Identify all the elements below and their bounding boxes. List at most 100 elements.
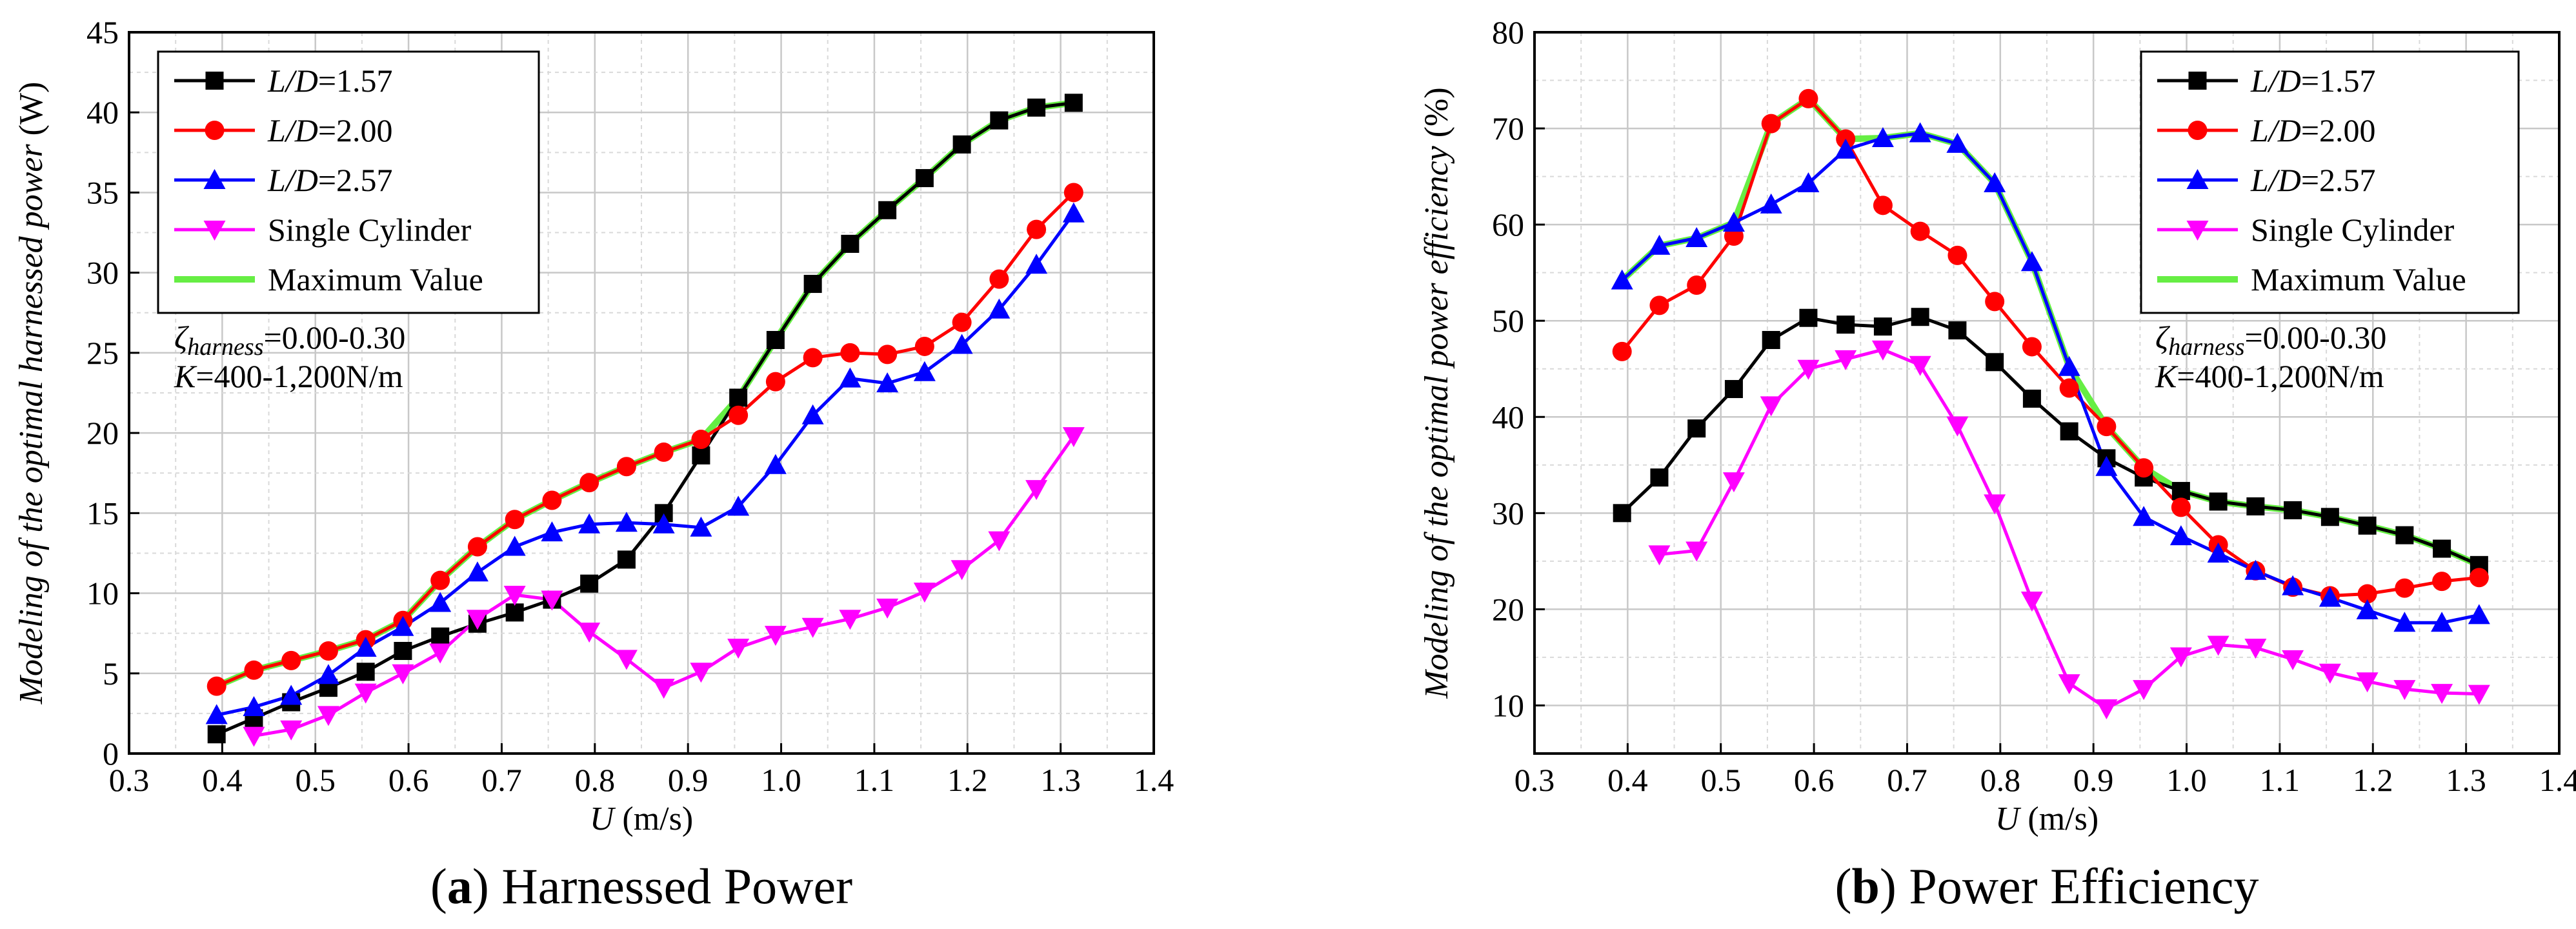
- panel-b-x-axis-label: U (m/s): [1995, 801, 2098, 837]
- data-point-l-d-2-00: [2097, 417, 2117, 437]
- data-point-l-d-2-00: [691, 430, 711, 450]
- data-point-l-d-1-57: [1687, 419, 1706, 438]
- data-point-single-cylinder: [839, 610, 861, 630]
- data-point-l-d-2-00: [1687, 275, 1707, 295]
- data-point-l-d-2-00: [579, 473, 599, 493]
- legend-marker: [205, 121, 225, 140]
- data-point-l-d-2-00: [616, 457, 636, 477]
- data-point-l-d-2-57: [1946, 132, 1969, 153]
- legend-label: Single Cylinder: [268, 212, 472, 248]
- panel-b-power-efficiency: 0.3 0.4 0.5 0.6 0.7 0.8 0.9 1.0 1.1 1.2 1.3 1.4 10 20…: [1418, 14, 2576, 914]
- panel-a-series-markers: [205, 94, 1085, 747]
- panel-b-y-axis-label: Modeling of the optimal power efficiency…: [1418, 87, 1455, 699]
- data-point-l-d-2-00: [2395, 578, 2415, 598]
- panel-a-axes-frame: [128, 31, 1155, 755]
- data-point-single-cylinder: [764, 626, 787, 646]
- data-point-l-d-2-00: [729, 405, 749, 425]
- data-point-l-d-2-00: [430, 570, 450, 590]
- panel-a-harnessed-power: 0.3 0.4 0.5 0.6 0.7 0.8 0.9 1.0 1.1 1.2 1.3 1.4 0 5 10…: [13, 14, 1174, 914]
- data-point-single-cylinder: [2058, 674, 2080, 695]
- data-point-single-cylinder: [578, 623, 601, 643]
- data-point-l-d-1-57: [729, 388, 748, 407]
- data-point-l-d-1-57: [2171, 482, 2190, 501]
- x-tick-label: 1.1: [854, 762, 895, 798]
- x-tick-label: 0.5: [1700, 762, 1741, 798]
- data-point-l-d-1-57: [1613, 504, 1631, 523]
- data-point-l-d-2-00: [1985, 292, 2005, 312]
- data-point-l-d-1-57: [394, 641, 412, 660]
- data-point-l-d-2-00: [318, 641, 338, 661]
- panel-a-caption: (a) Harnessed Power: [430, 858, 852, 914]
- data-point-l-d-1-57: [803, 275, 822, 294]
- data-point-single-cylinder: [2431, 684, 2453, 704]
- data-point-l-d-1-57: [1027, 98, 1046, 117]
- data-point-single-cylinder: [541, 590, 563, 611]
- legend-marker: [203, 221, 226, 241]
- legend-label: L/D=2.00: [267, 112, 393, 148]
- data-point-l-d-1-57: [1836, 315, 1855, 334]
- data-point-l-d-2-57: [578, 513, 601, 534]
- panel-a-x-axis-label: U (m/s): [590, 801, 693, 837]
- data-point-l-d-1-57: [1986, 353, 2004, 372]
- data-point-l-d-1-57: [1948, 321, 1967, 340]
- data-point-l-d-2-00: [505, 510, 525, 530]
- data-point-single-cylinder: [2468, 684, 2490, 705]
- data-point-l-d-1-57: [580, 574, 599, 593]
- legend-marker: [203, 169, 226, 189]
- data-point-l-d-2-00: [281, 650, 301, 670]
- data-point-single-cylinder: [615, 650, 638, 670]
- legend-marker: [2186, 221, 2209, 241]
- data-point-single-cylinder: [2020, 591, 2043, 612]
- x-tick-label: 0.7: [481, 762, 522, 798]
- y-tick-label: 20: [86, 415, 119, 451]
- data-point-l-d-1-57: [1762, 331, 1780, 350]
- data-point-l-d-2-57: [2058, 355, 2080, 376]
- x-tick-label: 1.3: [1040, 762, 1081, 798]
- data-point-l-d-2-57: [1835, 138, 1857, 159]
- data-point-l-d-2-00: [1761, 114, 1781, 134]
- x-tick-label: 0.9: [2073, 762, 2114, 798]
- data-point-l-d-2-57: [1909, 122, 1931, 143]
- data-point-l-d-2-57: [243, 695, 265, 716]
- data-point-l-d-2-00: [2134, 458, 2154, 478]
- y-tick-label: 15: [86, 495, 119, 531]
- legend-label: L/D=1.57: [267, 63, 393, 99]
- x-tick-label: 1.2: [947, 762, 988, 798]
- data-point-l-d-2-00: [2022, 337, 2042, 357]
- legend-marker: [2188, 121, 2208, 140]
- data-point-l-d-2-00: [654, 442, 674, 462]
- data-point-l-d-2-00: [1612, 341, 1632, 361]
- data-point-single-cylinder: [2133, 680, 2155, 701]
- data-point-l-d-2-57: [2095, 455, 2118, 476]
- x-tick-label: 0.6: [388, 762, 429, 798]
- data-point-l-d-2-00: [2432, 572, 2452, 592]
- data-point-l-d-2-00: [2357, 584, 2377, 604]
- data-point-l-d-1-57: [2433, 539, 2451, 558]
- data-point-single-cylinder: [876, 598, 899, 619]
- data-point-l-d-2-57: [466, 561, 488, 582]
- data-point-l-d-1-57: [505, 603, 524, 622]
- data-point-l-d-2-57: [2431, 612, 2453, 632]
- data-point-single-cylinder: [1685, 541, 1708, 562]
- data-point-single-cylinder: [1946, 416, 1969, 437]
- data-point-l-d-2-57: [1760, 193, 1782, 214]
- data-point-single-cylinder: [1984, 494, 2006, 515]
- y-tick-label: 40: [1492, 399, 1524, 435]
- panel-a-legend: L/D=1.57 L/D=2.00 L/D=2.57 Single Cylinder M…: [157, 50, 540, 314]
- data-point-l-d-1-57: [1064, 94, 1083, 112]
- data-point-l-d-1-57: [2022, 389, 2041, 408]
- data-point-l-d-2-00: [467, 537, 487, 557]
- data-point-l-d-1-57: [1799, 308, 1818, 327]
- data-point-l-d-2-57: [2020, 251, 2043, 272]
- panel-a-ticks: 0.3 0.4 0.5 0.6 0.7 0.8 0.9 1.0 1.1 1.2 1.3 1.4 0 5 10…: [86, 14, 1174, 798]
- y-tick-label: 50: [1492, 303, 1524, 339]
- data-point-single-cylinder: [243, 726, 265, 747]
- y-tick-label: 40: [86, 94, 119, 130]
- data-point-single-cylinder: [466, 610, 488, 630]
- legend-label: Maximum Value: [268, 261, 483, 297]
- data-point-single-cylinder: [2207, 635, 2229, 656]
- data-point-single-cylinder: [1871, 340, 1894, 361]
- data-point-l-d-2-00: [2059, 378, 2079, 398]
- data-point-single-cylinder: [801, 617, 824, 638]
